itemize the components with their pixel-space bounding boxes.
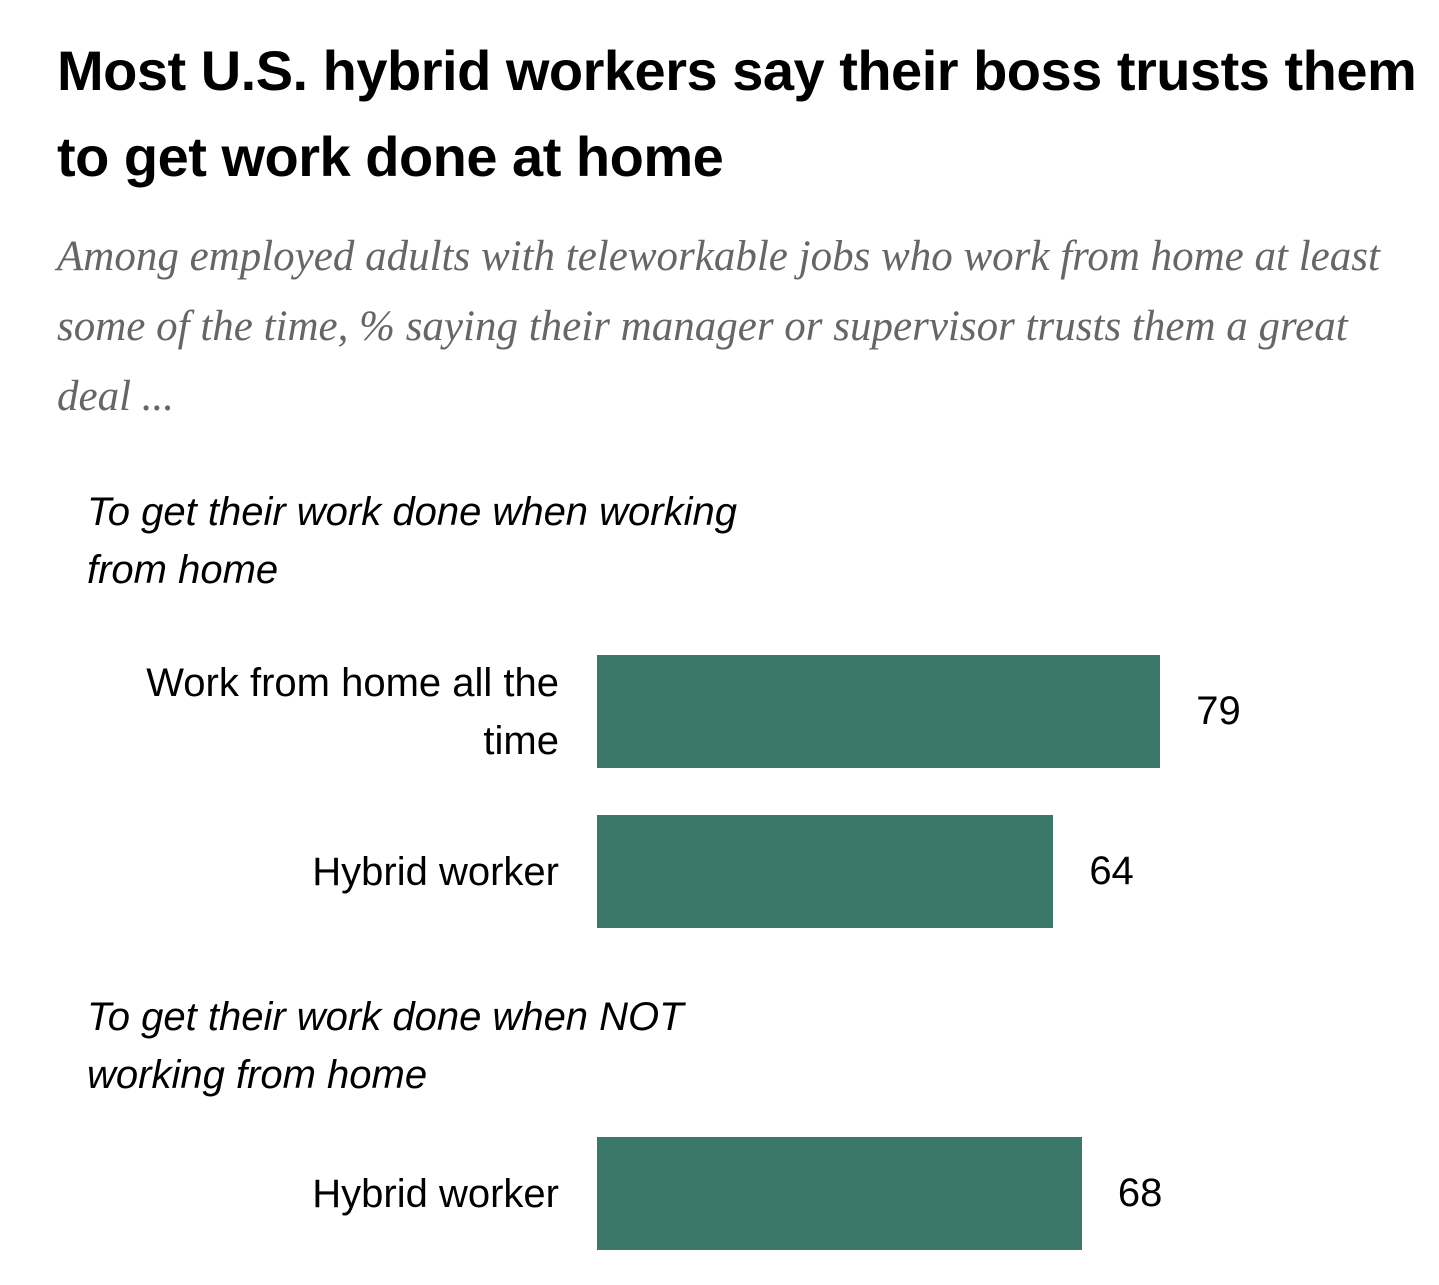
category-label: Work from home all the time (146, 660, 559, 763)
chart-subtitle: Among employed adults with teleworkable … (57, 233, 1380, 420)
value-label: 68 (1117, 1171, 1163, 1215)
category-label: Hybrid worker (312, 1171, 559, 1216)
bar (597, 815, 1054, 928)
category-label: Hybrid worker (312, 849, 559, 894)
group-label: To get their work done when NOT working … (87, 995, 684, 1097)
chart-title: Most U.S. hybrid workers say their boss … (57, 39, 1417, 188)
value-label: 64 (1089, 849, 1134, 893)
bar (597, 655, 1161, 768)
value-label: 79 (1196, 689, 1241, 733)
group-label: To get their work done when working from… (87, 490, 737, 592)
bar (597, 1137, 1082, 1250)
